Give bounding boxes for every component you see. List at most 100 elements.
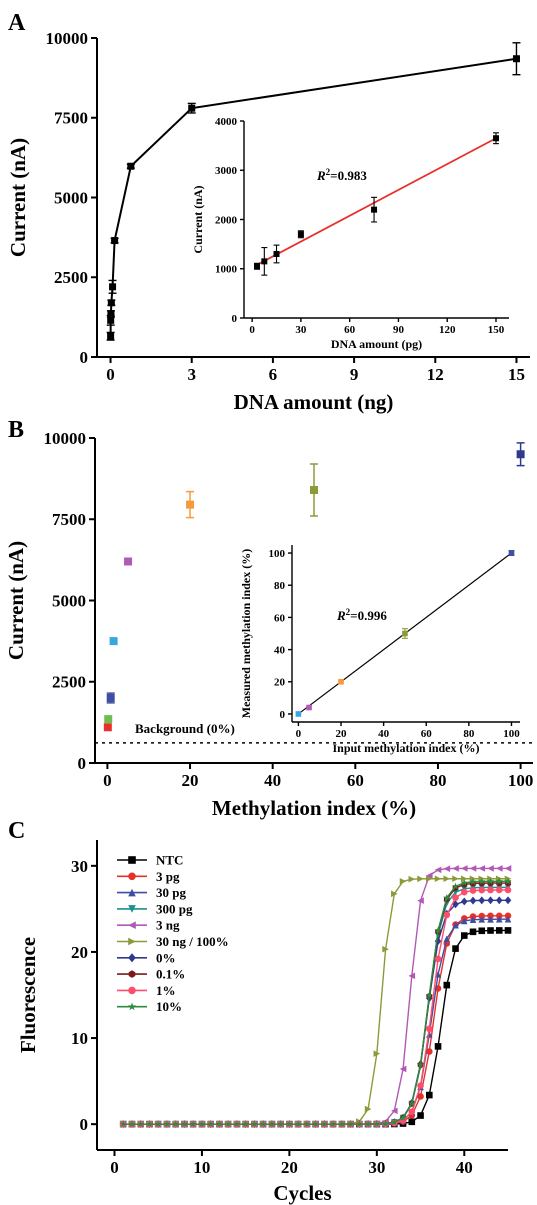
data-point (346, 1120, 355, 1128)
series-line (123, 918, 509, 1125)
data-point (261, 258, 268, 265)
data-point (452, 865, 459, 872)
legend-label: 0% (156, 950, 176, 965)
y-tick-label: 1000 (215, 264, 238, 276)
x-tick-label: 40 (456, 1158, 473, 1177)
legend-marker (128, 970, 136, 978)
data-point (242, 1120, 250, 1128)
data-point (425, 1091, 433, 1099)
y-tick-label: 3000 (215, 165, 238, 177)
y-tick-label: 20 (274, 677, 286, 689)
data-point (469, 865, 477, 872)
x-tick-label: 20 (336, 728, 348, 740)
x-tick-label: 20 (281, 1158, 298, 1177)
y-axis-title: Current (nA) (6, 138, 30, 257)
series-ntc (119, 927, 512, 1128)
data-point (452, 875, 459, 883)
legend-marker (128, 986, 136, 995)
r2-annotation: R2=0.983 (316, 167, 367, 183)
legend-marker (128, 872, 136, 881)
data-point (512, 55, 520, 63)
legend-marker (128, 905, 136, 913)
series-line (123, 929, 509, 1125)
data-point (425, 991, 433, 999)
x-axis-title: Cycles (273, 1181, 331, 1205)
series-10- (119, 877, 512, 1128)
x-tick-label: 6 (269, 365, 278, 384)
y-tick-label: 30 (71, 857, 88, 876)
x-tick-label: 60 (347, 771, 364, 790)
legend-marker (127, 1002, 137, 1011)
data-point (297, 231, 304, 238)
data-point (408, 875, 416, 883)
data-point (504, 915, 512, 923)
data-point (516, 450, 525, 459)
data-point (460, 897, 468, 906)
data-point (434, 1043, 442, 1050)
data-point (273, 250, 280, 257)
data-point (460, 878, 468, 886)
data-point (268, 1120, 276, 1128)
data-point (381, 1119, 390, 1127)
data-point (451, 882, 460, 890)
data-point (478, 877, 486, 885)
data-point (443, 875, 451, 883)
data-point (486, 877, 495, 885)
legend-marker (128, 888, 136, 897)
y-tick-label: 2500 (52, 673, 86, 692)
data-point (306, 704, 312, 711)
data-point (364, 1120, 372, 1128)
data-point (215, 1120, 224, 1128)
data-point (107, 332, 115, 340)
data-point (487, 915, 494, 923)
x-tick-label: 90 (393, 324, 405, 336)
data-point (109, 283, 117, 291)
data-point (495, 915, 503, 923)
data-point (443, 911, 451, 919)
data-point (250, 1120, 259, 1128)
legend-label: 3 ng (156, 918, 180, 933)
x-tick-label: 40 (378, 728, 390, 740)
data-point (254, 263, 261, 270)
series-line (109, 57, 517, 337)
data-point (373, 1050, 381, 1057)
data-point (259, 1120, 267, 1128)
data-point (188, 104, 196, 112)
x-axis-title: Input methylation index (%) (332, 741, 479, 755)
data-point (443, 865, 451, 873)
x-tick-label: 0 (249, 324, 255, 336)
data-point (154, 1120, 162, 1128)
y-tick-label: 0 (232, 313, 238, 325)
chart-a-inset: 0 30 60 90 120 150 0 1000 2000 3000 4000 DNA amount… (191, 116, 509, 351)
y-tick-label: 2000 (215, 214, 238, 226)
data-point (408, 1108, 416, 1115)
data-point (434, 875, 442, 883)
data-point (478, 912, 486, 920)
x-tick-label: 0 (110, 1158, 119, 1177)
data-point (416, 1060, 425, 1068)
x-tick-label: 80 (429, 771, 446, 790)
data-point (495, 896, 503, 905)
data-point (434, 926, 442, 934)
data-point (408, 1118, 416, 1126)
y-tick-label: 0 (280, 709, 286, 721)
x-tick-label: 100 (508, 771, 534, 790)
data-point (371, 206, 378, 213)
data-point (504, 877, 512, 885)
data-point (106, 694, 115, 702)
legend-label: 300 pg (156, 901, 193, 916)
legend-marker (128, 921, 136, 929)
data-point (312, 1120, 320, 1128)
legend-label: 30 ng / 100% (156, 934, 229, 949)
y-tick-label: 0 (80, 1115, 89, 1134)
data-point (487, 865, 494, 872)
data-point (460, 932, 468, 939)
x-tick-label: 12 (427, 365, 444, 384)
data-point (443, 893, 451, 901)
x-tick-label: 10 (193, 1158, 210, 1177)
data-point (207, 1120, 215, 1128)
data-point (460, 888, 468, 896)
data-point (460, 865, 468, 872)
